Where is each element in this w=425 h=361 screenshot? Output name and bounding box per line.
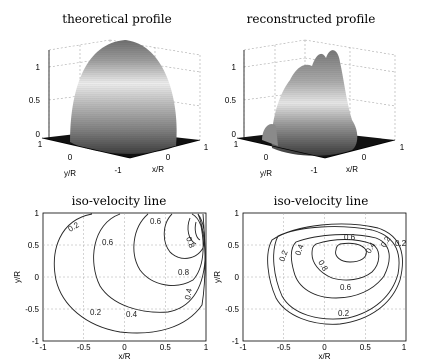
y-axis-label: y/R xyxy=(64,169,76,178)
y-tick: 0.5 xyxy=(28,241,40,250)
z-tick: 1 xyxy=(36,63,41,72)
contour-label: 0.2 xyxy=(395,239,407,248)
x-tick: 0.5 xyxy=(160,343,172,352)
y-tick: 0 xyxy=(68,153,73,162)
x-tick: 1 xyxy=(402,343,407,352)
x-tick: -1 xyxy=(39,343,47,352)
y-tick: -0.5 xyxy=(225,305,239,314)
x-tick: 0 xyxy=(122,343,127,352)
y-tick: 0 xyxy=(235,273,240,282)
x-tick: 0 xyxy=(322,343,327,352)
title-iso-velocity-right: iso-velocity line xyxy=(274,194,369,208)
y-axis-label: y/R xyxy=(260,169,272,178)
x-axis-label: x/R xyxy=(346,165,358,174)
y-tick: -0.5 xyxy=(25,305,39,314)
y-tick: 0.5 xyxy=(228,241,240,250)
contour-label: 0.6 xyxy=(340,283,352,292)
contour-label: 0.6 xyxy=(344,233,356,242)
y-tick: 1 xyxy=(38,140,43,149)
y-axis-label: y/R xyxy=(13,271,22,283)
y-tick: 0 xyxy=(264,153,269,162)
title-reconstructed-profile: reconstructed profile xyxy=(247,12,376,26)
y-tick: 1 xyxy=(235,209,240,218)
title-iso-velocity-left: iso-velocity line xyxy=(72,194,167,208)
z-tick: 1 xyxy=(232,63,237,72)
z-tick: 0 xyxy=(36,130,41,139)
y-tick: -1 xyxy=(232,337,240,346)
y-tick: 1 xyxy=(234,140,239,149)
contour-plot-left: 0.2 0.4 0.6 0.8 0.2 0.4 0.6 0.8 -1 -0.5 … xyxy=(13,209,209,361)
y-axis-label: y/R xyxy=(213,271,222,283)
contour-label: 0.2 xyxy=(90,308,102,317)
y-tick: -1 xyxy=(32,337,40,346)
contour-label: 0.6 xyxy=(150,217,162,226)
z-tick: 0.5 xyxy=(225,96,237,105)
contour-label: 0.4 xyxy=(126,310,138,319)
x-tick: 1 xyxy=(204,143,209,152)
y-tick: 0 xyxy=(35,273,40,282)
surface-plot-reconstructed: 1 0.5 0 1 0 -1 0 1 y/R x/R xyxy=(225,40,405,178)
x-tick: -1 xyxy=(114,166,122,175)
z-tick: 0.5 xyxy=(29,96,41,105)
x-tick: 0 xyxy=(166,153,171,162)
contour-plot-right: 0.6 0.4 0.2 0.6 0.8 0.2 0.4 0.2 0.2 -1 -… xyxy=(213,209,407,361)
x-tick: -0.5 xyxy=(277,343,291,352)
x-axis-label: x/R xyxy=(152,165,164,174)
x-tick: 1 xyxy=(204,343,209,352)
x-tick: 0.5 xyxy=(360,343,372,352)
x-axis-label: x/R xyxy=(119,352,131,361)
contour-label: 0.6 xyxy=(102,238,114,247)
x-axis-label: x/R xyxy=(319,352,331,361)
contour-label: 0.8 xyxy=(178,268,190,277)
contour-label: 0.2 xyxy=(338,309,350,318)
x-tick: -0.5 xyxy=(77,343,91,352)
x-tick: -1 xyxy=(310,166,318,175)
x-tick: 0 xyxy=(362,153,367,162)
z-tick: 0 xyxy=(232,130,237,139)
x-tick: 1 xyxy=(400,143,405,152)
surface-plot-theoretical: 1 0.5 0 1 0 -1 0 1 y/R x/R xyxy=(29,40,209,178)
y-tick: 1 xyxy=(35,209,40,218)
title-theoretical-profile: theoretical profile xyxy=(62,12,172,26)
x-tick: -1 xyxy=(239,343,247,352)
